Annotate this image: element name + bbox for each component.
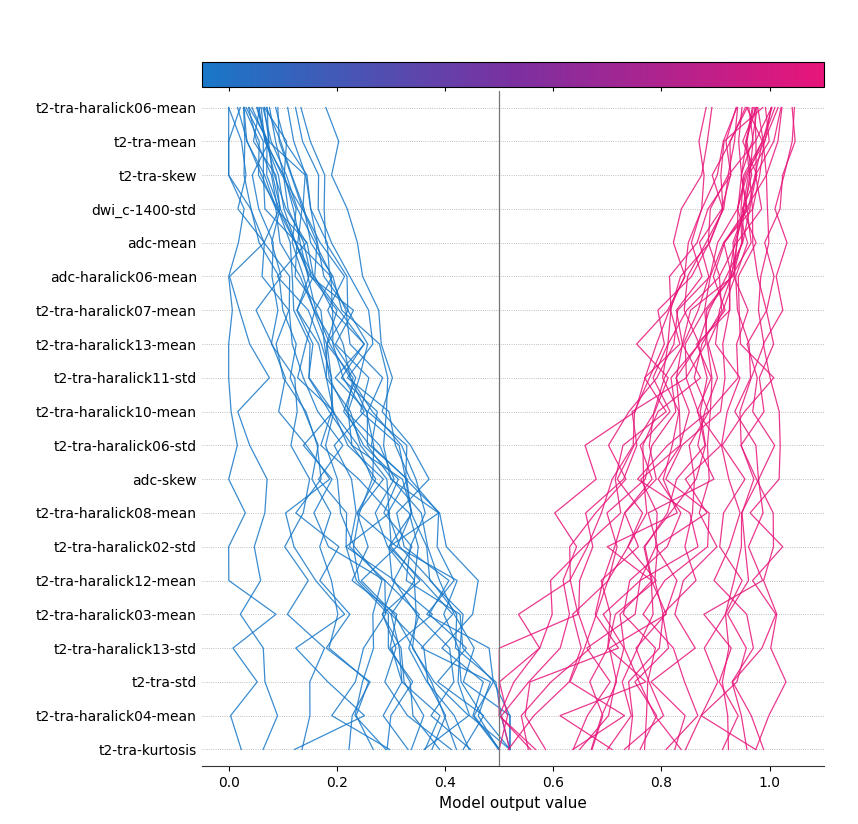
X-axis label: Model output value: Model output value [438, 796, 587, 811]
